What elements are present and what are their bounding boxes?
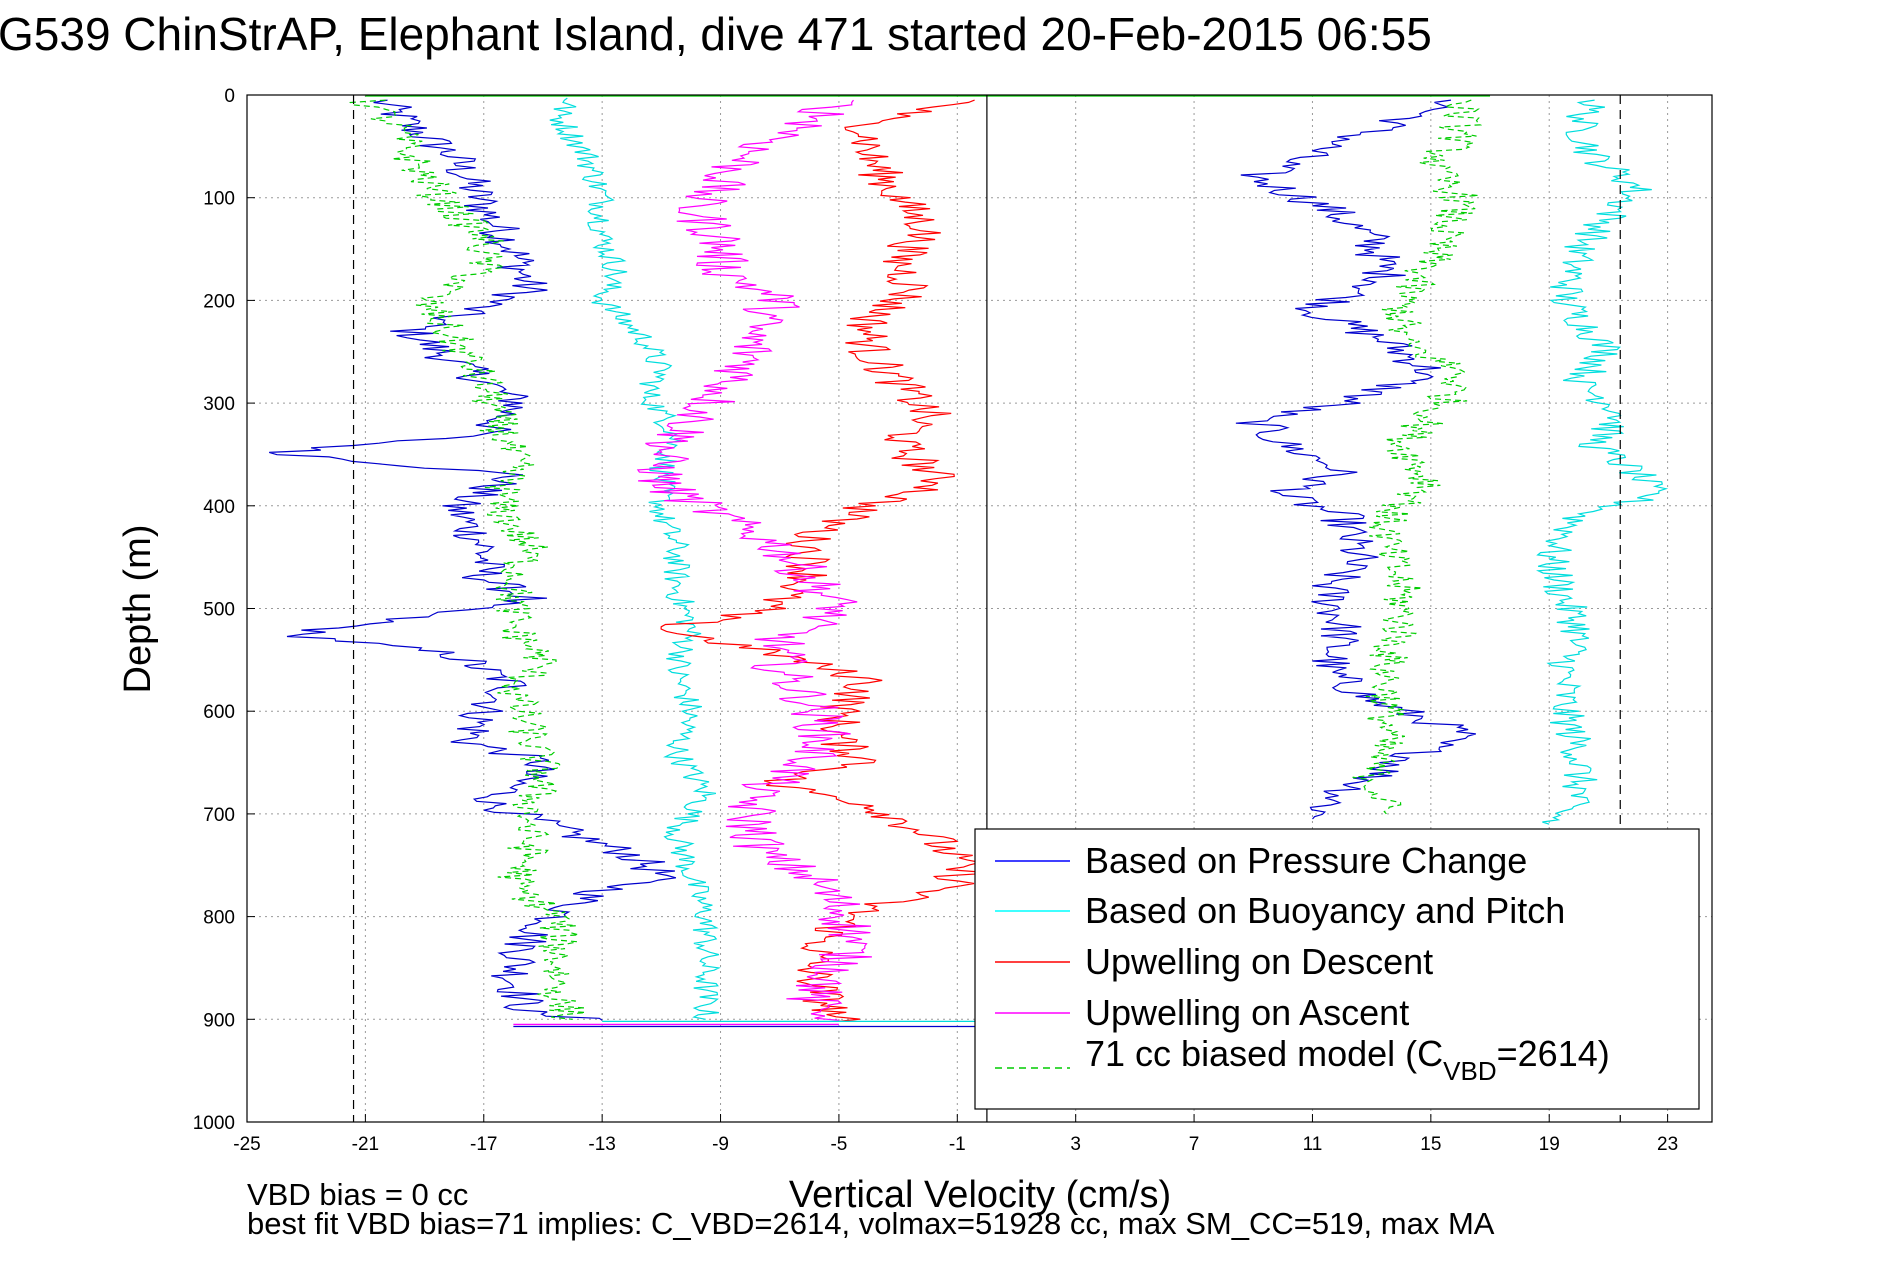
- legend: Based on Pressure Change Based on Buoyan…: [974, 828, 1700, 1110]
- y-tick-label: 500: [203, 600, 235, 621]
- x-tick-label: 7: [1189, 1134, 1200, 1155]
- legend-label-pressure: Based on Pressure Change: [1085, 840, 1527, 881]
- legend-label-buoyancy: Based on Buoyancy and Pitch: [1085, 890, 1565, 931]
- x-tick-labels: -25 -21 -17 -13 -9 -5 -1 3 7 11 15 19 23: [233, 1134, 1678, 1155]
- y-tick-label: 800: [203, 908, 235, 929]
- series-line-model_desc: [349, 99, 586, 1020]
- plot-frame: [246, 94, 1713, 1123]
- legend-label-upwell-ascent: Upwelling on Ascent: [1085, 992, 1409, 1033]
- series-line-pressure_desc: [269, 99, 677, 1021]
- y-tick-label: 1000: [193, 1113, 235, 1134]
- series-line-model_asc: [1352, 99, 1483, 815]
- y-axis-label: Depth (m): [117, 525, 159, 694]
- x-tick-label: -9: [712, 1134, 729, 1155]
- footer-line-1: VBD bias = 0 cc: [247, 1177, 468, 1212]
- y-tick-label: 600: [203, 702, 235, 723]
- x-tick-label: 11: [1303, 1134, 1323, 1155]
- series-line-buoyancy_desc: [549, 97, 721, 1020]
- x-tick-label: -17: [470, 1134, 497, 1155]
- series-line-pressure_asc: [1235, 99, 1476, 820]
- y-tick-label: 100: [203, 189, 235, 210]
- y-tick-label: 900: [203, 1010, 235, 1031]
- x-tick-label: -13: [588, 1134, 615, 1155]
- x-tick-label: -25: [233, 1134, 260, 1155]
- y-tick-label: 300: [203, 394, 235, 415]
- y-tick-label: 700: [203, 805, 235, 826]
- x-axis-label: Vertical Velocity (cm/s): [789, 1174, 1171, 1216]
- x-tick-label: -1: [949, 1134, 966, 1155]
- x-tick-label: 23: [1657, 1134, 1678, 1155]
- legend-box: [974, 828, 1700, 1110]
- y-tick-labels: 0 100 200 300 400 500 600 700 800 900 1000: [193, 86, 235, 1134]
- chart-title: G539 ChinStrAP, Elephant Island, dive 47…: [0, 8, 1432, 60]
- legend-label-upwell-descent: Upwelling on Descent: [1085, 941, 1433, 982]
- footer-line-2: best fit VBD bias=71 implies: C_VBD=2614…: [247, 1206, 1495, 1241]
- series-line-upwell_desc: [660, 99, 981, 1022]
- series-line-upwell_asc: [636, 99, 872, 1021]
- legend-label-model: 71 cc biased model (CVBD=2614): [1085, 1033, 1610, 1086]
- x-tick-label: 15: [1420, 1134, 1441, 1155]
- y-tick-label: 400: [203, 497, 235, 518]
- y-tick-label: 0: [224, 86, 235, 107]
- x-tick-label: -5: [830, 1134, 847, 1155]
- y-tick-label: 200: [203, 291, 235, 312]
- series-line-buoyancy_asc: [1535, 99, 1669, 825]
- series-layer: [269, 95, 1669, 1028]
- x-tick-label: 19: [1539, 1134, 1560, 1155]
- x-tick-label: -21: [352, 1134, 379, 1155]
- x-tick-label: 3: [1070, 1134, 1081, 1155]
